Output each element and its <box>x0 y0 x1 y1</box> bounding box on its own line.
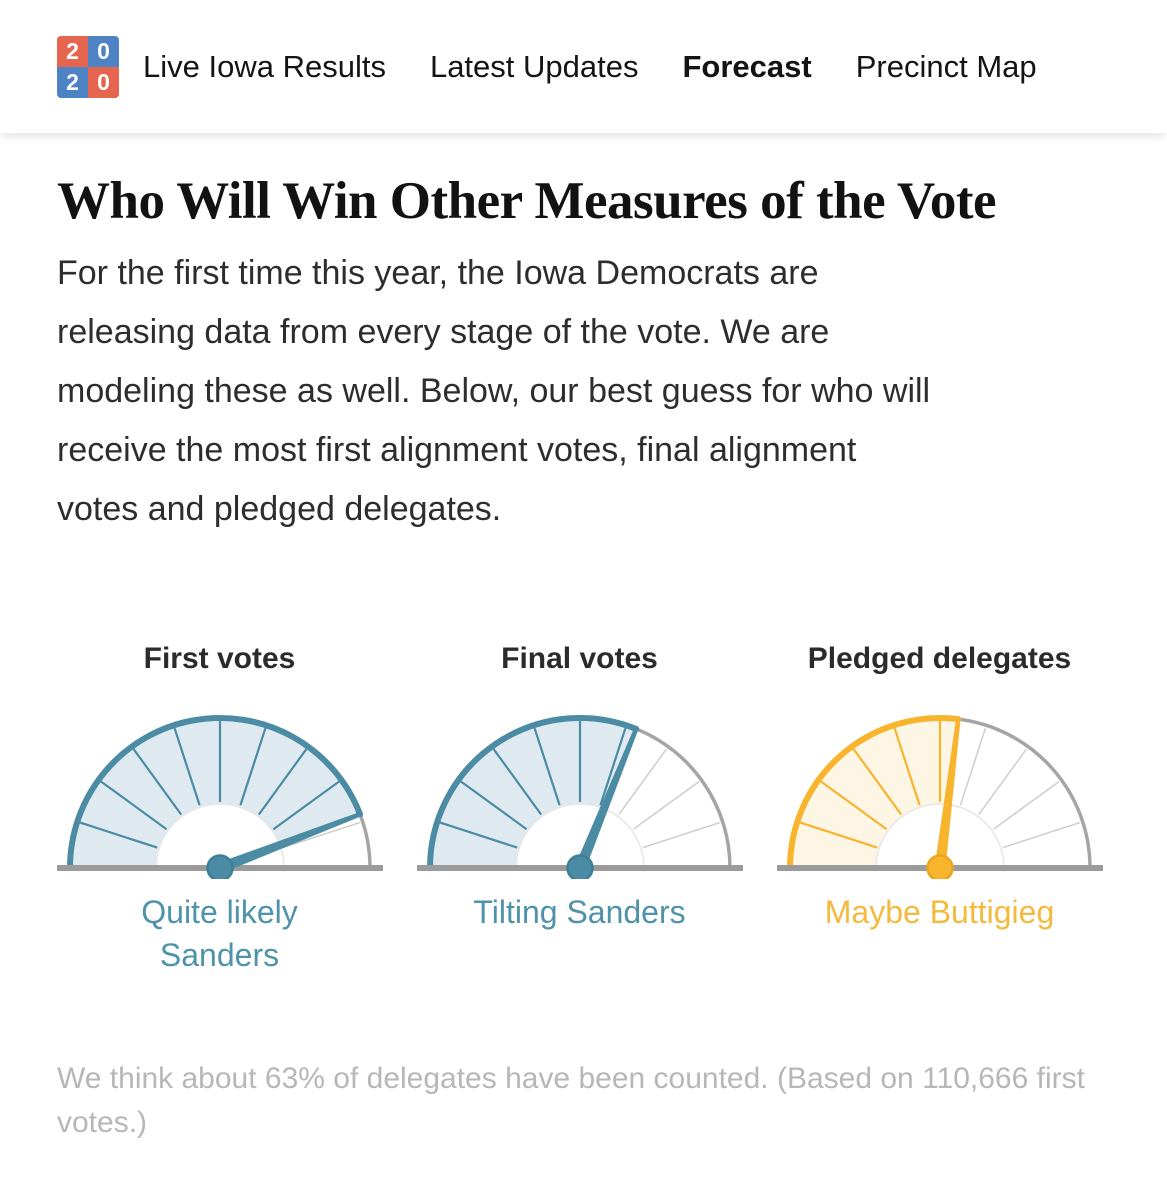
gauge-tick <box>100 781 168 831</box>
gauge-tick <box>282 822 361 849</box>
gauge-first-votes: First votes Quite likely Sanders <box>57 642 383 976</box>
gauge-arc-remaining <box>358 814 372 869</box>
article-body: Who Will Win Other Measures of the Vote … <box>0 172 1167 1145</box>
gauge-dial-final-votes <box>417 715 743 880</box>
gauge-arc-filled <box>427 715 640 872</box>
nav-item-live-iowa-results[interactable]: Live Iowa Results <box>143 48 386 84</box>
gauge-title: Final votes <box>501 642 658 676</box>
nav-item-forecast[interactable]: Forecast <box>682 48 812 84</box>
gauge-tick <box>978 749 1028 816</box>
nav-links: Live Iowa Results Latest Updates Forecas… <box>143 49 1037 85</box>
logo-cell: 2 <box>57 35 88 67</box>
gauge-tick <box>642 822 721 849</box>
gauge-tick <box>893 728 921 806</box>
gauge-tick <box>79 821 158 850</box>
gauge-needle <box>218 812 360 874</box>
gauge-dial-pledged-delegates <box>777 715 1103 880</box>
gauge-pledged-delegates: Pledged delegates Maybe Buttigieg <box>777 642 1103 976</box>
logo-cell: 0 <box>88 66 119 98</box>
gauge-tick <box>599 728 627 806</box>
gauge-tick <box>618 749 668 816</box>
gauge-tick <box>820 781 888 831</box>
gauge-verdict-label: Quite likely Sanders <box>141 894 298 973</box>
gauge-dial-first-votes <box>57 715 383 880</box>
gauge-tick <box>959 728 987 806</box>
gauge-tick <box>272 781 340 831</box>
logo-cell: 0 <box>88 35 119 67</box>
gauge-filled-sector <box>70 718 361 869</box>
intro-paragraph: For the first time this year, the Iowa D… <box>57 254 931 528</box>
nav-item-latest-updates[interactable]: Latest Updates <box>429 48 639 84</box>
gauge-inner-hole <box>515 803 645 869</box>
nav-item-precinct-map[interactable]: Precinct Map <box>855 48 1037 84</box>
gauge-arc-filled <box>787 715 962 872</box>
gauge-arc-filled <box>67 715 364 872</box>
logo-cell: 2 <box>57 66 88 98</box>
gauge-tick <box>239 728 267 806</box>
gauge-pivot <box>566 854 594 880</box>
gauge-pivot <box>926 854 954 880</box>
gauge-final-votes: Final votes Tilting Sanders <box>417 642 743 976</box>
gauge-tick <box>460 781 528 831</box>
gauge-title: First votes <box>143 642 296 676</box>
gauge-verdict-label: Maybe Buttigieg <box>824 894 1055 931</box>
gauge-tick <box>439 821 518 850</box>
gauge-tick <box>852 748 903 816</box>
footnote-text: We think about 63% of delegates have bee… <box>57 1061 1085 1139</box>
gauges-row: First votes Quite likely Sanders Final vot… <box>57 642 1110 976</box>
gauge-tick <box>492 748 543 816</box>
gauge-verdict-label: Tilting Sanders <box>473 894 686 931</box>
gauge-needle <box>934 720 961 870</box>
page-title: Who Will Win Other Measures of the Vote <box>57 172 997 230</box>
gauge-tick <box>632 781 700 831</box>
gauge-arc-remaining <box>958 717 1092 869</box>
gauge-tick <box>132 748 183 816</box>
gauge-tick <box>992 781 1060 831</box>
top-navigation-bar: 2 0 2 0 Live Iowa Results Latest Updates… <box>0 0 1167 133</box>
gauge-tick <box>533 728 561 806</box>
gauge-title: Pledged delegates <box>807 642 1072 676</box>
gauge-tick <box>799 821 878 850</box>
gauge-arc-remaining <box>635 727 732 869</box>
gauge-needle <box>574 729 638 871</box>
election-2020-logo[interactable]: 2 0 2 0 <box>57 35 119 98</box>
gauge-tick <box>1002 822 1081 849</box>
gauge-tick <box>173 728 201 806</box>
gauge-pivot <box>206 854 234 880</box>
gauge-tick <box>257 748 308 816</box>
